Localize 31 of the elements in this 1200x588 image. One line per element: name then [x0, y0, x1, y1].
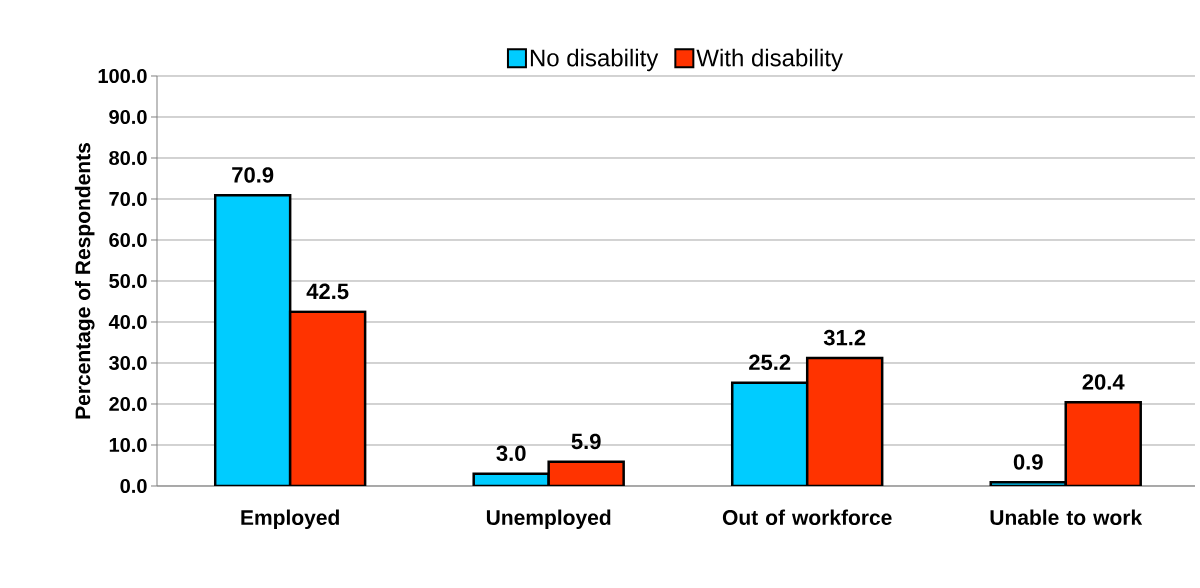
x-tick-label: Out of workforce: [722, 509, 892, 525]
data-label: 42.5: [306, 283, 349, 300]
data-label: 5.9: [571, 433, 601, 450]
y-tick-label: 60.0: [109, 232, 147, 248]
x-tick-label: Employed: [241, 509, 339, 530]
data-label: 20.4: [1082, 374, 1125, 390]
y-tick-label: 70.0: [109, 191, 147, 207]
data-label: 3.0: [496, 445, 526, 462]
data-label: 25.2: [749, 354, 791, 371]
y-tick-label: 90.0: [109, 109, 147, 125]
bar: [213, 194, 292, 486]
data-label: 31.2: [823, 329, 866, 346]
bar: [730, 381, 809, 486]
y-tick-label: 20.0: [109, 396, 147, 412]
y-tick-label: 50.0: [109, 273, 147, 289]
y-axis-title: Percentage of Respondents: [74, 143, 95, 419]
bar: [288, 310, 367, 486]
y-tick-label: 30.0: [109, 355, 147, 371]
data-label: 0.9: [1013, 454, 1043, 470]
y-tick-label: 40.0: [108, 314, 147, 330]
bar: [1064, 401, 1142, 486]
y-tick-label: 100.0: [98, 68, 147, 84]
data-label: 70.9: [232, 167, 274, 183]
legend-label: No disability: [530, 48, 659, 72]
y-tick-label: 10.0: [109, 437, 147, 453]
y-tick-label: 0.0: [120, 478, 147, 494]
x-tick-label: Unemployed: [486, 509, 611, 530]
y-tick-label: 80.0: [109, 150, 147, 166]
bar: [805, 356, 884, 486]
legend-label: With disability: [696, 48, 843, 72]
x-tick-label: Unable to work: [990, 509, 1143, 525]
